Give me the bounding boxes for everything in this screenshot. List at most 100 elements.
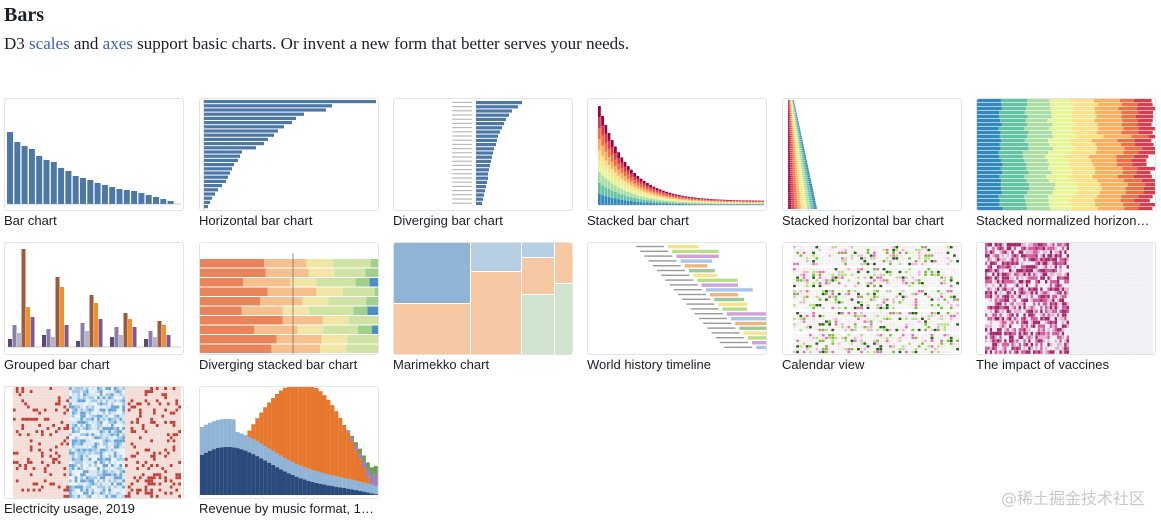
- thumb-cell: [999, 317, 1002, 321]
- thumb-cell: [1037, 287, 1041, 291]
- thumb-cell: [953, 251, 956, 254]
- thumb-bar-segment: [1027, 99, 1050, 103]
- thumb-cell: [1088, 261, 1091, 265]
- card-marimekko-chart[interactable]: Marimekko chart: [393, 242, 573, 374]
- thumb-cell: [857, 304, 860, 307]
- thumb-cell: [1095, 254, 1098, 258]
- thumb-cell: [924, 251, 927, 254]
- thumb-cell: [956, 339, 959, 342]
- thumb-cell: [1114, 257, 1117, 262]
- thumb-cell: [999, 280, 1002, 284]
- thumb-cell: [937, 254, 940, 257]
- thumb-bar-segment: [630, 201, 633, 205]
- thumb-cell: [994, 320, 997, 325]
- thumb-cell: [1088, 268, 1091, 273]
- thumb-cell: [1126, 328, 1129, 332]
- thumb-cell: [1071, 287, 1074, 291]
- thumb-bar-segment: [799, 167, 802, 169]
- thumb-bar-segment: [797, 207, 801, 209]
- thumb-cell: [987, 313, 990, 317]
- thumb-bar-segment: [684, 201, 688, 203]
- thumb-cell: [889, 254, 892, 257]
- thumb-cell: [914, 246, 918, 249]
- thumb-label: [648, 260, 677, 262]
- thumb-bar-segment: [788, 106, 789, 109]
- thumb-cell: [946, 342, 950, 345]
- thumb-bar-segment: [694, 200, 697, 202]
- thumb-cell: [1040, 294, 1043, 299]
- thumb-cell: [1064, 305, 1067, 310]
- thumb-cell: [802, 262, 806, 266]
- thumb-bar-segment: [788, 179, 791, 182]
- thumb-cell: [1107, 283, 1110, 288]
- card-diverging-bar-chart[interactable]: Diverging bar chart: [393, 98, 573, 230]
- thumb-cell: [1126, 294, 1129, 299]
- thumb-cell: [898, 312, 902, 315]
- thumb-bar-segment: [790, 181, 794, 184]
- card-horizontal-bar-chart[interactable]: Horizontal bar chart: [199, 98, 379, 230]
- thumb-cell: [1049, 317, 1053, 321]
- thumb-bar-segment: [713, 201, 716, 202]
- thumb-cell: [1004, 328, 1007, 332]
- thumb-cell: [1081, 254, 1084, 258]
- thumb-cell: [876, 326, 879, 329]
- thumb-bar-segment: [802, 146, 804, 148]
- thumb-cell: [805, 326, 809, 329]
- thumb-bar-segment: [617, 181, 620, 188]
- thumb-cell: [924, 317, 927, 320]
- thumb-bar-segment: [678, 198, 681, 200]
- thumb-bar-segment: [977, 111, 1000, 115]
- thumb-cell: [847, 276, 851, 279]
- thumb-bar-segment: [794, 135, 796, 138]
- card-stacked-horizontal-bar-chart[interactable]: Stacked horizontal bar chart: [782, 98, 962, 230]
- thumb-bar-segment: [795, 137, 798, 140]
- thumb-cell: [1057, 331, 1060, 336]
- thumb-cell: [1093, 250, 1096, 254]
- card-grouped-bar-chart[interactable]: Grouped bar chart: [4, 242, 184, 374]
- thumb-cell: [930, 323, 934, 326]
- thumb-cell: [818, 254, 822, 257]
- thumb-bar-segment: [796, 156, 799, 159]
- thumb-cell: [1040, 287, 1043, 291]
- thumb-cell: [1061, 320, 1065, 325]
- thumb-cell: [1129, 328, 1132, 332]
- card-impact-of-vaccines[interactable]: The impact of vaccines: [976, 242, 1156, 374]
- thumb-cell: [1105, 305, 1108, 310]
- thumb-cell: [1141, 243, 1144, 247]
- thumb-cell: [933, 342, 937, 345]
- thumb-bar-segment: [797, 205, 801, 207]
- thumb-cell: [1047, 250, 1050, 254]
- thumb-cell: [1095, 265, 1098, 269]
- card-bar-chart[interactable]: Bar chart: [4, 98, 184, 230]
- thumb-cell: [882, 260, 886, 263]
- thumb-bar: [204, 192, 215, 196]
- card-stacked-normalized-horizontal-bar-chart[interactable]: Stacked normalized horizon…: [976, 98, 1156, 230]
- thumb-bar-segment: [789, 123, 791, 125]
- thumb-bar: [476, 159, 491, 163]
- thumb-cell: [1126, 298, 1129, 302]
- thumb-cell: [796, 326, 799, 329]
- card-label: Bar chart: [4, 213, 57, 228]
- thumb-cell: [1037, 309, 1041, 314]
- card-diverging-stacked-bar-chart[interactable]: Diverging stacked bar chart: [199, 242, 379, 374]
- thumb-bar-segment: [742, 203, 745, 204]
- thumb-cell: [908, 260, 911, 263]
- thumb-cell: [1083, 287, 1086, 291]
- thumb-bar-segment: [790, 158, 793, 161]
- thumb-cell: [837, 290, 841, 293]
- thumb-bar-segment: [658, 199, 662, 202]
- scales-link[interactable]: scales: [29, 34, 70, 53]
- card-stacked-bar-chart[interactable]: Stacked bar chart: [587, 98, 767, 230]
- axes-link[interactable]: axes: [102, 34, 133, 53]
- thumb-cell: [793, 251, 796, 254]
- thumb-cell: [905, 276, 908, 279]
- card-world-history-timeline[interactable]: World history timeline: [587, 242, 767, 374]
- thumb-cell: [937, 336, 940, 340]
- thumb-cell: [937, 326, 940, 329]
- thumb-cell: [989, 317, 993, 321]
- thumb-cell: [863, 279, 867, 282]
- thumb-cell: [1071, 313, 1074, 317]
- card-calendar-view[interactable]: Calendar view: [782, 242, 962, 374]
- thumb-cell: [1109, 265, 1113, 269]
- thumb-cell: [863, 345, 867, 348]
